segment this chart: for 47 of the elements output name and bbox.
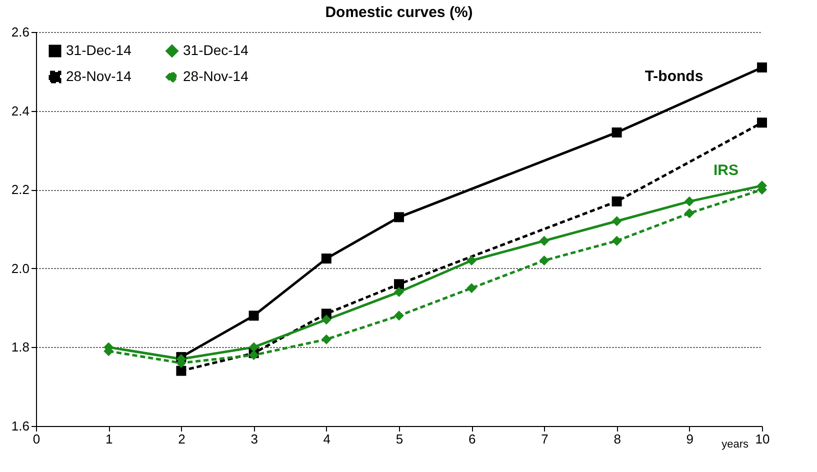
x-tick-label: 9 — [686, 432, 694, 446]
y-tick-label: 1.6 — [11, 418, 30, 434]
point — [176, 366, 186, 376]
x-tick-label: 6 — [468, 432, 476, 446]
x-axis-title: years — [722, 438, 749, 450]
y-tick-label: 2.4 — [11, 103, 30, 118]
x-tick-label: 5 — [396, 432, 404, 446]
point — [612, 216, 622, 226]
point — [394, 279, 404, 290]
point — [466, 283, 477, 294]
x-tick-label: 10 — [755, 432, 770, 446]
point — [394, 287, 404, 298]
point — [321, 254, 332, 264]
legend-label: 31-Dec-14 — [183, 42, 249, 58]
legend-label: 28-Nov-14 — [183, 68, 249, 84]
point — [757, 118, 767, 128]
point — [684, 208, 694, 218]
legend-label: 28-Nov-14 — [66, 68, 132, 84]
point — [321, 314, 332, 325]
y-tick-label: 1.8 — [11, 340, 30, 355]
point — [321, 334, 332, 344]
x-tick-label: 3 — [250, 432, 258, 446]
annotation: T-bonds — [644, 68, 704, 85]
point — [466, 256, 477, 266]
x-tick-label: 0 — [32, 432, 40, 446]
point — [248, 310, 259, 321]
point — [539, 256, 550, 266]
point — [612, 236, 622, 246]
y-tick-label: 2.6 — [11, 24, 30, 40]
point — [757, 62, 767, 72]
point — [612, 196, 622, 206]
point — [612, 127, 622, 138]
x-tick-label: 1 — [105, 432, 113, 446]
x-tick-label: 7 — [541, 432, 548, 446]
x-tick-label: 4 — [323, 432, 331, 446]
x-tick-label: 8 — [614, 432, 621, 446]
point — [684, 196, 694, 206]
y-tick-label: 2.0 — [11, 260, 30, 276]
point — [394, 310, 404, 321]
annotation: IRS — [713, 162, 739, 179]
point — [394, 212, 404, 222]
x-tick-label: 2 — [178, 432, 186, 446]
point — [248, 342, 259, 352]
chart-title: Domestic curves (%) — [325, 4, 473, 21]
point — [539, 236, 550, 246]
legend-label: 31-Dec-14 — [66, 42, 132, 58]
y-tick-label: 2.2 — [11, 182, 30, 198]
